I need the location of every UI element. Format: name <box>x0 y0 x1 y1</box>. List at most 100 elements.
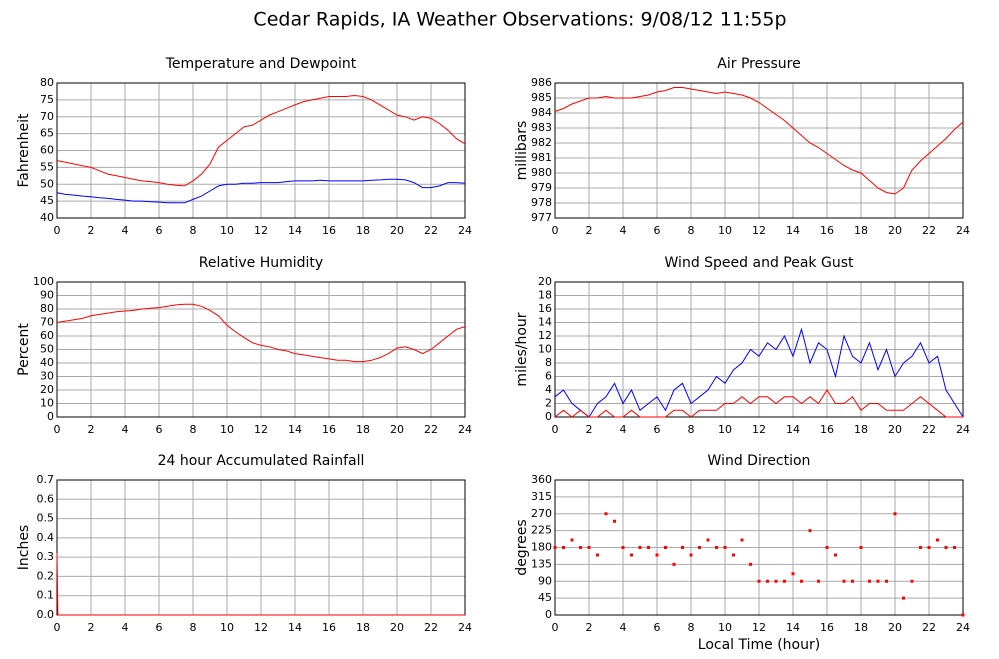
x-tick-label: 4 <box>620 423 627 436</box>
y-axis-label: Percent <box>16 323 32 376</box>
point <box>808 529 812 533</box>
x-tick-label: 22 <box>424 224 438 237</box>
x-tick-label: 8 <box>688 224 695 237</box>
x-tick-label: 4 <box>122 423 129 436</box>
point <box>961 613 965 617</box>
y-tick-label: 40 <box>40 211 54 224</box>
x-tick-label: 6 <box>654 621 661 634</box>
chart-title: Relative Humidity <box>199 255 323 271</box>
y-tick-label: 50 <box>40 343 54 356</box>
y-tick-label: 2 <box>545 397 552 410</box>
point <box>842 579 846 583</box>
y-tick-label: 100 <box>33 275 54 288</box>
y-tick-label: 978 <box>531 196 552 209</box>
point <box>621 546 625 549</box>
x-tick-label: 8 <box>190 423 197 436</box>
x-tick-label: 12 <box>752 621 766 634</box>
series-line <box>56 178 466 204</box>
point <box>944 546 948 549</box>
y-tick-label: 60 <box>40 144 54 157</box>
y-tick-label: 80 <box>40 302 54 315</box>
y-tick-label: 65 <box>40 127 54 140</box>
x-tick-label: 10 <box>220 423 234 436</box>
point <box>553 546 557 549</box>
x-tick-label: 14 <box>786 423 800 436</box>
x-tick-label: 22 <box>922 621 936 634</box>
point <box>851 579 854 583</box>
x-tick-label: 20 <box>888 423 902 436</box>
x-tick-label: 2 <box>88 423 95 436</box>
point <box>902 596 905 600</box>
x-tick-label: 24 <box>956 423 970 436</box>
y-tick-label: 18 <box>538 289 552 302</box>
point <box>579 546 582 549</box>
x-tick-label: 20 <box>390 423 404 436</box>
y-tick-label: 0 <box>47 410 54 423</box>
x-tick-label: 24 <box>458 224 472 237</box>
point <box>723 546 727 549</box>
point <box>655 553 659 557</box>
point <box>800 579 803 583</box>
x-tick-label: 16 <box>820 224 834 237</box>
y-tick-label: 20 <box>40 383 54 396</box>
x-tick-label: 8 <box>190 224 197 237</box>
y-tick-label: 983 <box>531 121 552 134</box>
x-tick-label: 16 <box>322 423 336 436</box>
y-tick-label: 982 <box>531 136 552 149</box>
y-tick-label: 6 <box>545 370 552 383</box>
y-tick-label: 0.0 <box>37 608 55 621</box>
point <box>817 579 820 583</box>
x-tick-label: 18 <box>356 224 370 237</box>
y-tick-label: 0.2 <box>37 569 55 582</box>
x-tick-label: 8 <box>688 423 695 436</box>
point <box>791 572 795 576</box>
x-tick-label: 16 <box>322 224 336 237</box>
x-tick-label: 22 <box>424 621 438 634</box>
point <box>953 546 956 549</box>
x-tick-label: 24 <box>458 621 472 634</box>
point <box>664 546 667 549</box>
x-tick-label: 0 <box>552 423 559 436</box>
point <box>868 579 871 583</box>
y-tick-label: 4 <box>545 383 552 396</box>
x-tick-label: 14 <box>288 423 302 436</box>
x-axis-label: Local Time (hour) <box>698 637 820 653</box>
y-tick-label: 315 <box>531 490 552 503</box>
point <box>706 538 710 542</box>
series-line <box>56 553 465 616</box>
point <box>587 546 591 549</box>
y-tick-label: 985 <box>531 91 552 104</box>
y-tick-label: 20 <box>538 275 552 288</box>
x-tick-label: 10 <box>220 621 234 634</box>
x-tick-label: 6 <box>156 224 163 237</box>
series-line <box>554 87 964 195</box>
point <box>749 562 752 566</box>
point <box>927 546 931 549</box>
point <box>859 546 863 549</box>
y-tick-label: 80 <box>40 76 54 89</box>
y-tick-label: 986 <box>531 76 552 89</box>
chart-title: Wind Direction <box>708 453 811 469</box>
x-tick-label: 2 <box>88 621 95 634</box>
point <box>604 512 608 516</box>
x-tick-label: 16 <box>820 621 834 634</box>
x-tick-label: 4 <box>122 621 129 634</box>
x-tick-label: 14 <box>288 621 302 634</box>
y-axis-label: degrees <box>514 519 530 575</box>
plot-frame <box>56 82 466 219</box>
point <box>638 546 642 549</box>
main-title: Cedar Rapids, IA Weather Observations: 9… <box>253 9 786 31</box>
x-tick-label: 0 <box>54 423 61 436</box>
point <box>596 553 599 557</box>
y-tick-label: 979 <box>531 181 552 194</box>
x-tick-label: 10 <box>718 621 732 634</box>
x-tick-label: 0 <box>552 224 559 237</box>
x-tick-label: 2 <box>88 224 95 237</box>
x-tick-label: 6 <box>654 224 661 237</box>
x-tick-label: 12 <box>752 423 766 436</box>
x-tick-label: 6 <box>156 423 163 436</box>
y-tick-label: 0 <box>545 410 552 423</box>
point <box>774 579 778 583</box>
y-tick-label: 977 <box>531 211 552 224</box>
x-tick-label: 16 <box>820 423 834 436</box>
